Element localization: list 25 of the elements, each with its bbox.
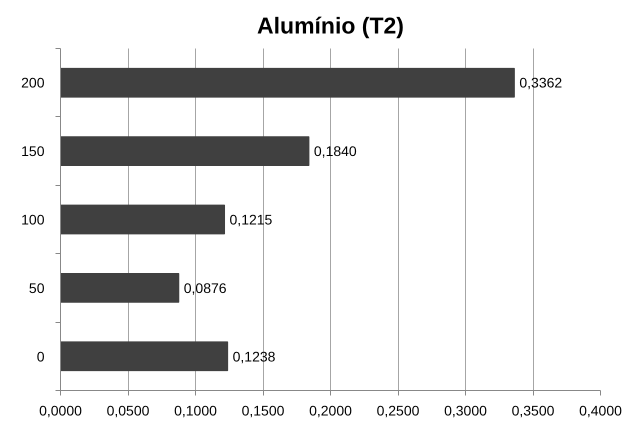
bar [60, 136, 310, 166]
data-label: 0,3362 [519, 74, 562, 91]
x-tick-label: 0,0000 [39, 402, 82, 418]
data-label: 0,1840 [314, 143, 357, 160]
x-tick-label: 0,0500 [106, 402, 150, 418]
bar [60, 273, 180, 303]
y-tick-label: 150 [21, 143, 45, 160]
y-tick-label: 50 [28, 280, 45, 296]
bar [60, 204, 226, 234]
x-tick-label: 0,1500 [242, 402, 285, 418]
y-tick-label: 0 [36, 348, 45, 364]
x-tick-label: 0,3000 [444, 402, 488, 418]
chart-title: Alumínio (T2) [257, 12, 404, 38]
x-tick-label: 0,2500 [376, 402, 420, 418]
bar [60, 341, 228, 372]
data-label: 0,1238 [232, 348, 276, 364]
y-tick-label: 100 [21, 212, 45, 228]
data-label: 0,0876 [184, 280, 227, 296]
x-tick-label: 0,3500 [512, 402, 555, 418]
x-tick-label: 0,4000 [579, 402, 622, 418]
data-label: 0,1215 [230, 212, 273, 228]
y-tick-label: 200 [21, 74, 45, 91]
x-tick-label: 0,1000 [174, 402, 218, 418]
x-tick-label: 0,2000 [309, 402, 352, 418]
bar [60, 68, 515, 98]
